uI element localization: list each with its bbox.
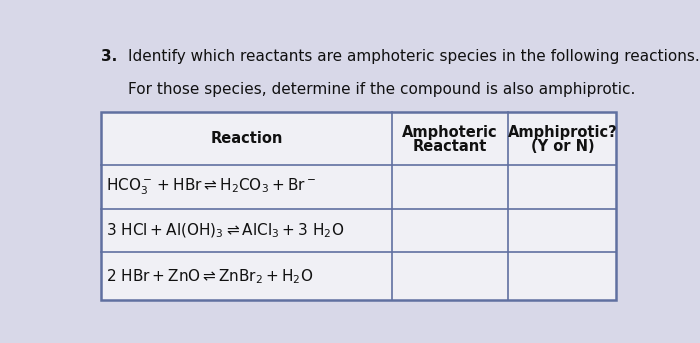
Text: (Y or N): (Y or N): [531, 139, 594, 154]
Text: Reactant: Reactant: [413, 139, 487, 154]
Text: Reaction: Reaction: [211, 131, 283, 146]
Text: $\mathsf{2\ HBr + ZnO \rightleftharpoons ZnBr_2 + H_2O}$: $\mathsf{2\ HBr + ZnO \rightleftharpoons…: [106, 267, 314, 286]
Text: Identify which reactants are amphoteric species in the following reactions.: Identify which reactants are amphoteric …: [128, 49, 700, 64]
Bar: [101, 113, 617, 300]
Text: For those species, determine if the compound is also amphiprotic.: For those species, determine if the comp…: [128, 82, 636, 97]
Text: 3.: 3.: [101, 49, 118, 64]
Text: Amphoteric: Amphoteric: [402, 125, 498, 140]
Text: $\mathsf{3\ HCl + Al(OH)_3 \rightleftharpoons AlCl_3 + 3\ H_2O}$: $\mathsf{3\ HCl + Al(OH)_3 \rightlefthar…: [106, 222, 344, 240]
FancyBboxPatch shape: [101, 113, 617, 300]
Text: $\mathsf{HCO_3^- + HBr \rightleftharpoons H_2CO_3 + Br^-}$: $\mathsf{HCO_3^- + HBr \rightleftharpoon…: [106, 177, 316, 197]
Text: Amphiprotic?: Amphiprotic?: [508, 125, 617, 140]
